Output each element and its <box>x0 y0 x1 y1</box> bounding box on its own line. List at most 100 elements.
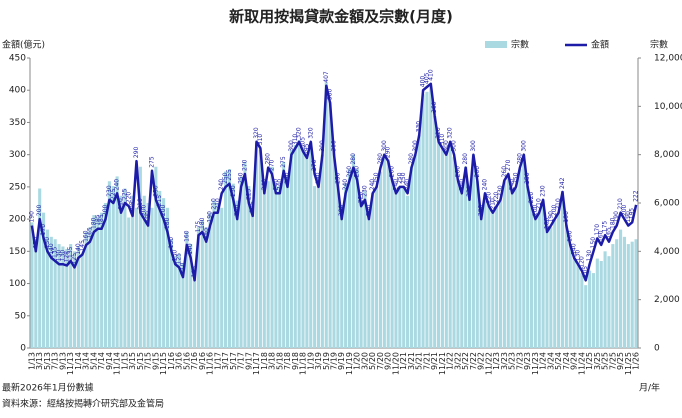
y2-tick-label: 10,000 <box>654 102 682 112</box>
data-label: 200 <box>160 204 167 216</box>
bar <box>615 239 619 348</box>
data-label: 240 <box>272 179 279 191</box>
data-label: 230 <box>152 185 159 197</box>
bar <box>394 190 398 348</box>
data-label: 295 <box>303 143 310 155</box>
data-label: 140 <box>75 243 82 255</box>
data-label: 270 <box>269 159 276 171</box>
data-label: 145 <box>79 240 86 252</box>
bar <box>541 200 545 348</box>
data-label: 240 <box>509 179 516 191</box>
data-label: 250 <box>315 172 322 184</box>
data-label: 305 <box>300 137 307 149</box>
x-tick-label: 3/25 <box>593 352 602 370</box>
bar <box>282 161 286 348</box>
bar <box>518 169 522 348</box>
data-label: 280 <box>265 153 272 165</box>
bar <box>576 263 580 348</box>
bar <box>150 207 154 348</box>
bar <box>193 268 197 348</box>
x-tick-label: 9/19 <box>337 352 346 370</box>
bar <box>258 149 262 348</box>
x-tick-label: 3/17 <box>221 352 230 370</box>
data-label: 160 <box>183 230 190 242</box>
y-tick-label: 400 <box>9 86 26 96</box>
x-tick-label: 9/13 <box>58 352 67 370</box>
bar <box>49 236 53 348</box>
bar <box>266 181 270 348</box>
bar <box>146 203 150 348</box>
bar <box>84 232 88 348</box>
bar <box>316 176 321 348</box>
data-label: 210 <box>214 198 221 210</box>
x-tick-label: 7/24 <box>562 352 571 370</box>
bar <box>526 186 530 348</box>
data-label: 120 <box>578 256 585 268</box>
x-tick-label: 5/22 <box>461 352 470 370</box>
data-label: 230 <box>497 185 504 197</box>
x-tick-label: 1/23 <box>492 352 501 370</box>
bar <box>344 183 348 348</box>
data-label: 300 <box>412 140 419 152</box>
data-label: 320 <box>253 127 260 139</box>
bar <box>131 195 135 348</box>
bar <box>177 253 181 348</box>
data-label: 130 <box>172 250 179 262</box>
data-label: 270 <box>241 159 248 171</box>
bar <box>421 94 425 348</box>
data-label: 320 <box>296 127 303 139</box>
x-tick-label: 11/25 <box>624 352 633 375</box>
x-tick-label: 3/19 <box>314 352 323 370</box>
bar <box>274 186 278 348</box>
data-label: 165 <box>203 227 210 239</box>
bar <box>224 171 228 348</box>
x-tick-label: 5/20 <box>368 352 377 370</box>
bar <box>560 190 565 348</box>
bar <box>599 261 603 348</box>
data-label: 230 <box>106 185 113 197</box>
x-tick-label: 5/17 <box>229 352 238 370</box>
data-label: 222 <box>633 190 640 202</box>
data-label: 200 <box>36 204 43 216</box>
data-label: 240 <box>114 179 121 191</box>
y-tick-label: 350 <box>9 118 26 128</box>
bar <box>57 244 61 348</box>
x-tick-label: 5/16 <box>182 352 191 370</box>
bar <box>359 200 363 348</box>
x-tick-label: 11/19 <box>345 352 354 375</box>
data-label: 280 <box>462 153 469 165</box>
data-label: 175 <box>602 221 609 233</box>
x-tick-label: 7/25 <box>608 352 617 370</box>
bar <box>227 169 231 348</box>
bar <box>72 251 77 348</box>
data-label: 240 <box>261 179 268 191</box>
data-label: 225 <box>121 188 128 200</box>
bar <box>80 253 84 348</box>
bar <box>452 157 456 348</box>
bar <box>498 200 503 348</box>
x-tick-label: 11/16 <box>206 352 215 375</box>
bar <box>262 183 266 348</box>
data-label: 250 <box>222 172 229 184</box>
bar <box>332 149 336 348</box>
bar <box>413 154 417 348</box>
data-label: 300 <box>288 140 295 152</box>
y2-tick-label: 0 <box>654 344 660 354</box>
data-label: 225 <box>245 188 252 200</box>
data-label: 310 <box>257 134 264 146</box>
bar <box>402 186 406 348</box>
data-label: 140 <box>571 243 578 255</box>
bar <box>371 193 375 348</box>
bar <box>65 248 69 348</box>
bar <box>34 244 38 348</box>
data-label: 130 <box>574 250 581 262</box>
bar <box>440 147 444 348</box>
data-label: 195 <box>629 208 636 220</box>
data-label: 140 <box>187 243 194 255</box>
data-label: 200 <box>551 204 558 216</box>
x-tick-label: 11/15 <box>159 352 168 375</box>
bar <box>243 161 247 348</box>
bar <box>475 181 479 348</box>
data-label: 220 <box>493 192 500 204</box>
x-tick-label: 7/22 <box>469 352 478 370</box>
